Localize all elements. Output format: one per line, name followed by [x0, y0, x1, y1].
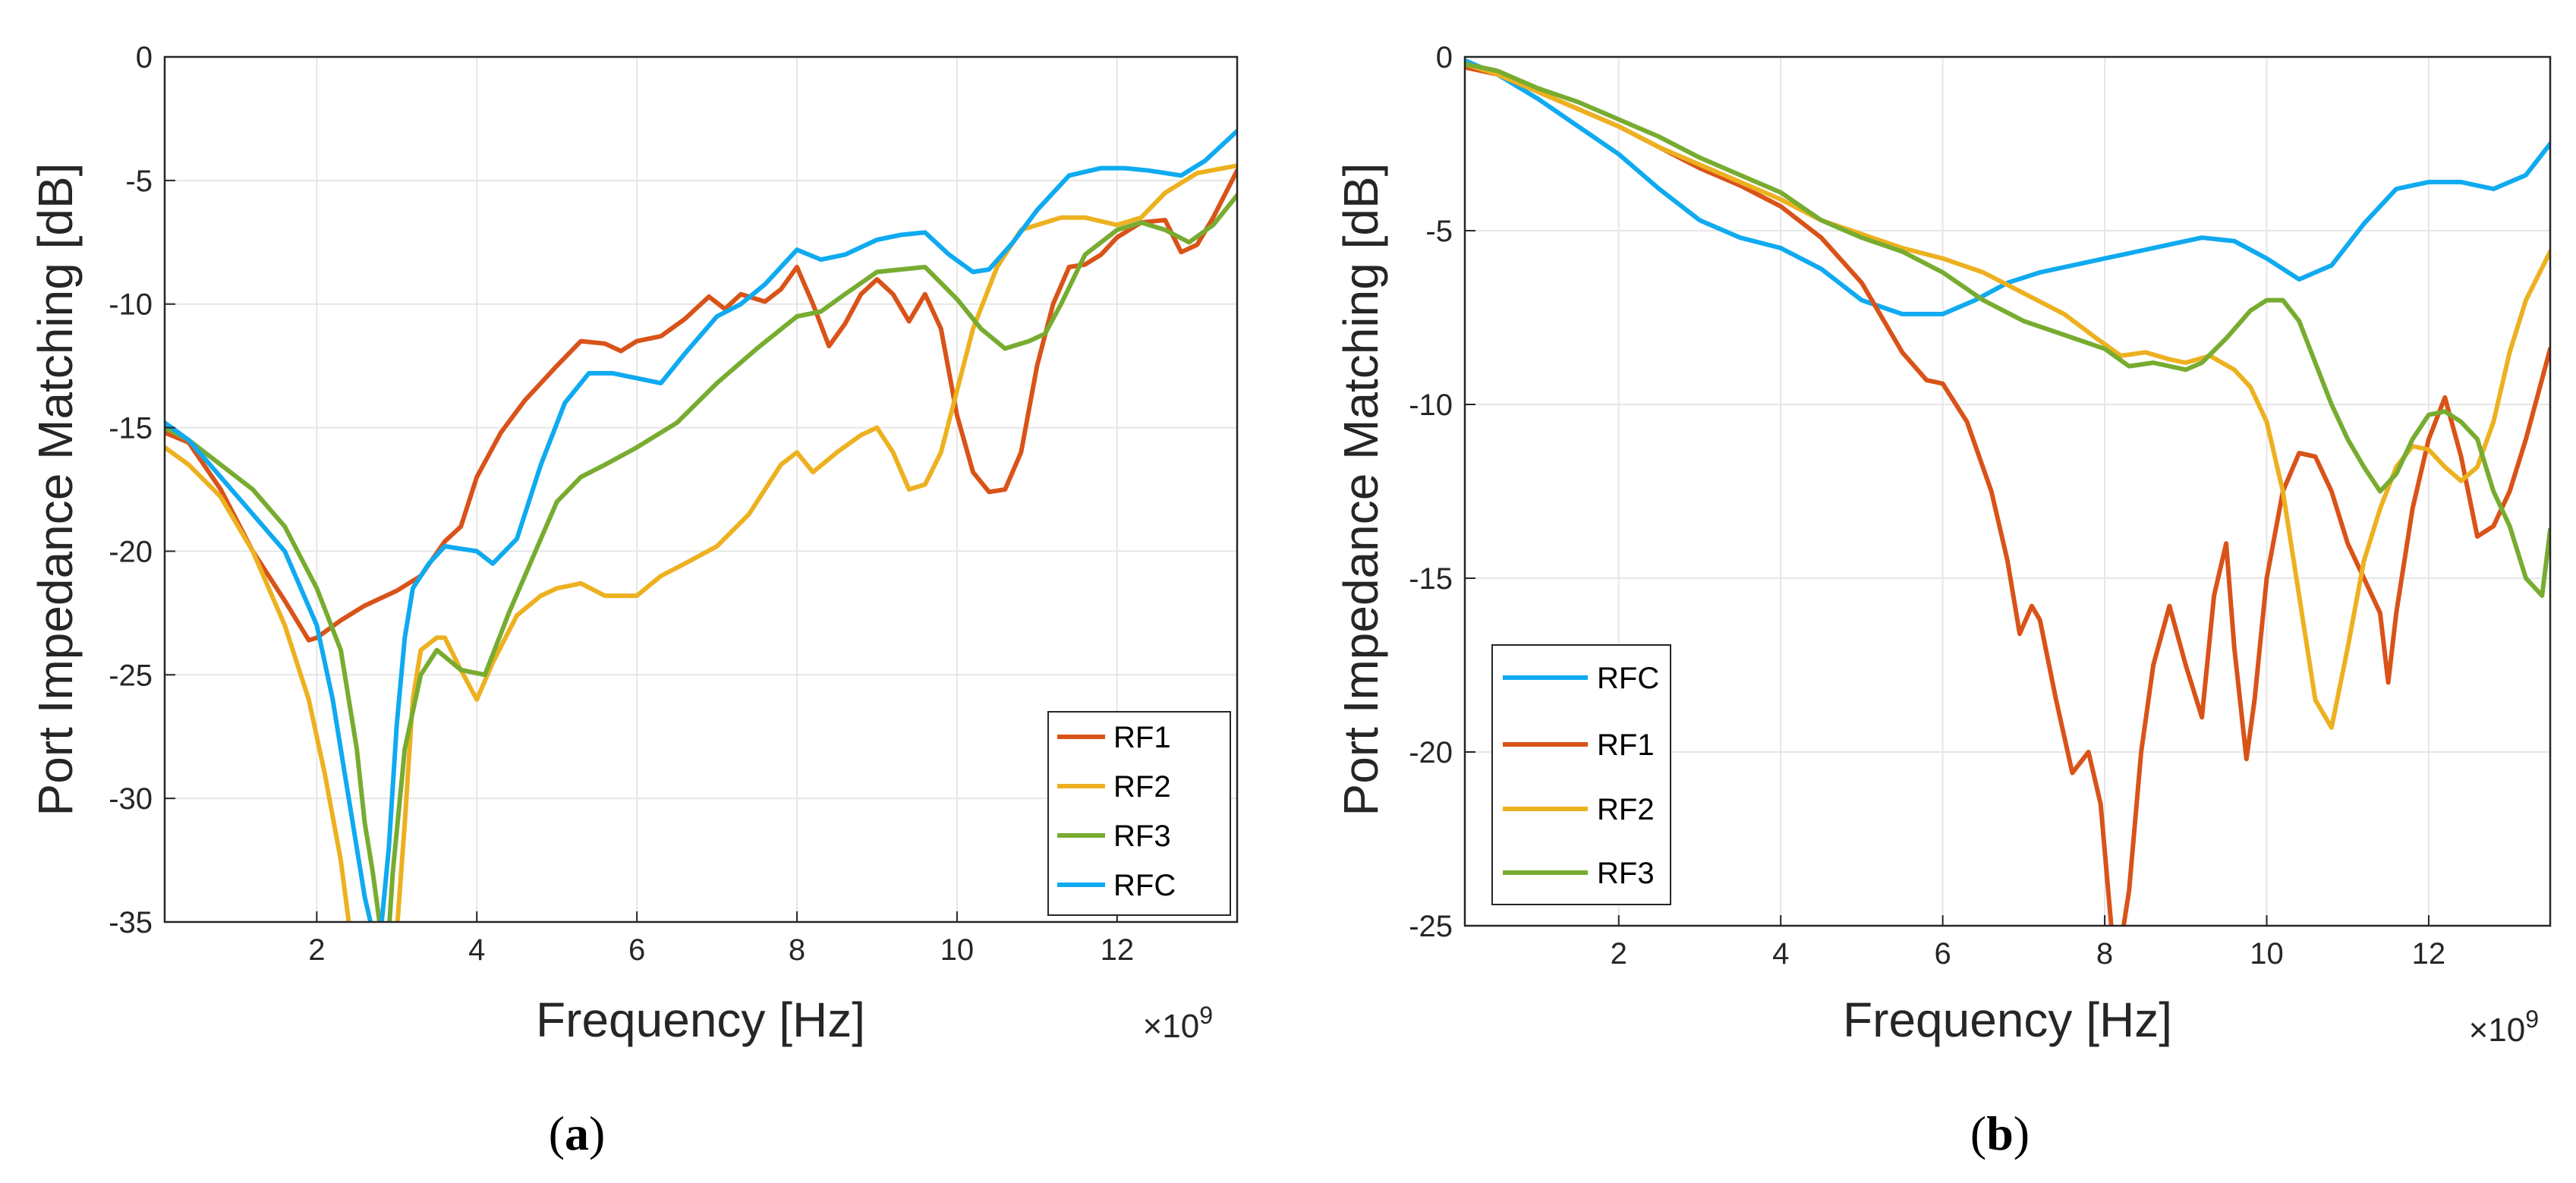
chart-panel-a: 2 4 6 8 10 12 0 -5 -10 -15 -20 -25 -30 -35 Frequency … [28, 41, 1239, 1160]
y-tick-label-a-5: -25 [109, 659, 153, 692]
series-lines-a [165, 128, 1237, 922]
y-tick-label-a-2: -10 [109, 288, 153, 322]
y-tick-label-b-1: -5 [1425, 215, 1453, 248]
axes-box-b [1463, 55, 2552, 927]
x-multiplier-b: ×109 [2469, 1005, 2539, 1049]
legend-box-a [1047, 711, 1231, 916]
y-axis-label-a: Port Impedance Matching [dB] [28, 163, 83, 816]
ticks-b: 2 4 6 8 10 12 0 -5 -10 -15 -20 -25 [1409, 41, 2445, 971]
legend-label-b-3: RF3 [1597, 857, 1655, 890]
caption-b: (b) [1970, 1106, 2030, 1160]
x-tick-label-a-4: 10 [940, 933, 975, 967]
y-tick-label-b-3: -15 [1409, 562, 1453, 596]
y-tick-label-a-0: 0 [136, 41, 153, 74]
series-line-b-rf1 [1465, 64, 2550, 926]
series-line-a-rfc [165, 128, 1237, 922]
x-tick-label-a-0: 2 [308, 933, 325, 967]
caption-a-close: ) [589, 1106, 605, 1160]
x-tick-label-a-2: 6 [628, 933, 645, 967]
series-line-b-rf3 [1465, 61, 2550, 598]
y-tick-label-a-3: -15 [109, 412, 153, 445]
y-tick-label-b-2: -10 [1409, 389, 1453, 422]
x-tick-label-a-3: 8 [789, 933, 805, 967]
caption-a-open: ( [549, 1106, 565, 1160]
x-multiplier-base-a: ×10 [1143, 1008, 1200, 1045]
legend-a: RF1 RF2 RF3 RFC [1047, 711, 1231, 916]
legend-label-b-0: RFC [1597, 662, 1659, 695]
axes-box-a [163, 55, 1239, 923]
x-tick-label-a-5: 12 [1101, 933, 1135, 967]
x-tick-label-a-1: 4 [468, 933, 485, 967]
x-tick-label-b-2: 6 [1935, 937, 1951, 971]
y-tick-label-a-7: -35 [109, 906, 153, 939]
series-line-a-rf1 [165, 168, 1237, 643]
x-axis-label-b: Frequency [Hz] [1843, 993, 2172, 1047]
y-tick-label-a-4: -20 [109, 535, 153, 568]
legend-b: RFC RF1 RF2 RF3 [1491, 644, 1671, 905]
x-multiplier-exp-a: 9 [1199, 1002, 1213, 1029]
legend-label-b-1: RF1 [1597, 728, 1655, 762]
caption-a-letter: a [565, 1106, 589, 1160]
legend-label-a-2: RF3 [1113, 820, 1171, 853]
x-tick-label-b-4: 10 [2250, 937, 2284, 971]
y-tick-label-b-4: -20 [1409, 736, 1453, 769]
caption-a: (a) [549, 1106, 606, 1160]
series-line-b-rfc [1465, 58, 2550, 316]
legend-label-b-2: RF2 [1597, 793, 1655, 826]
caption-b-letter: b [1986, 1106, 2014, 1160]
legend-label-a-3: RFC [1113, 869, 1176, 902]
x-tick-label-b-3: 8 [2096, 937, 2113, 971]
y-tick-label-b-0: 0 [1436, 41, 1453, 74]
y-tick-label-a-1: -5 [125, 165, 153, 198]
x-multiplier-a: ×109 [1143, 1002, 1213, 1045]
series-line-b-rf2 [1465, 61, 2550, 730]
caption-b-open: ( [1970, 1106, 1986, 1160]
legend-box-b [1491, 644, 1671, 905]
x-tick-label-b-1: 4 [1772, 937, 1789, 971]
x-tick-label-b-0: 2 [1611, 937, 1627, 971]
x-multiplier-exp-b: 9 [2525, 1005, 2539, 1033]
series-lines-b [1465, 58, 2550, 926]
caption-b-close: ) [2014, 1106, 2030, 1160]
series-line-a-rf3 [165, 193, 1237, 922]
legend-label-a-0: RF1 [1113, 721, 1171, 754]
chart-panel-b: 2 4 6 8 10 12 0 -5 -10 -15 -20 -25 Frequency [Hz] P… [1334, 41, 2552, 1160]
y-axis-label-b: Port Impedance Matching [dB] [1334, 163, 1388, 816]
y-tick-label-a-6: -30 [109, 782, 153, 816]
x-axis-label-a: Frequency [Hz] [536, 993, 865, 1047]
legend-label-a-1: RF2 [1113, 770, 1171, 804]
x-multiplier-base-b: ×10 [2469, 1012, 2526, 1049]
ticks-a: 2 4 6 8 10 12 0 -5 -10 -15 -20 -25 -30 -35 [109, 41, 1134, 967]
y-tick-label-b-5: -25 [1409, 910, 1453, 943]
x-tick-label-b-5: 12 [2412, 937, 2446, 971]
